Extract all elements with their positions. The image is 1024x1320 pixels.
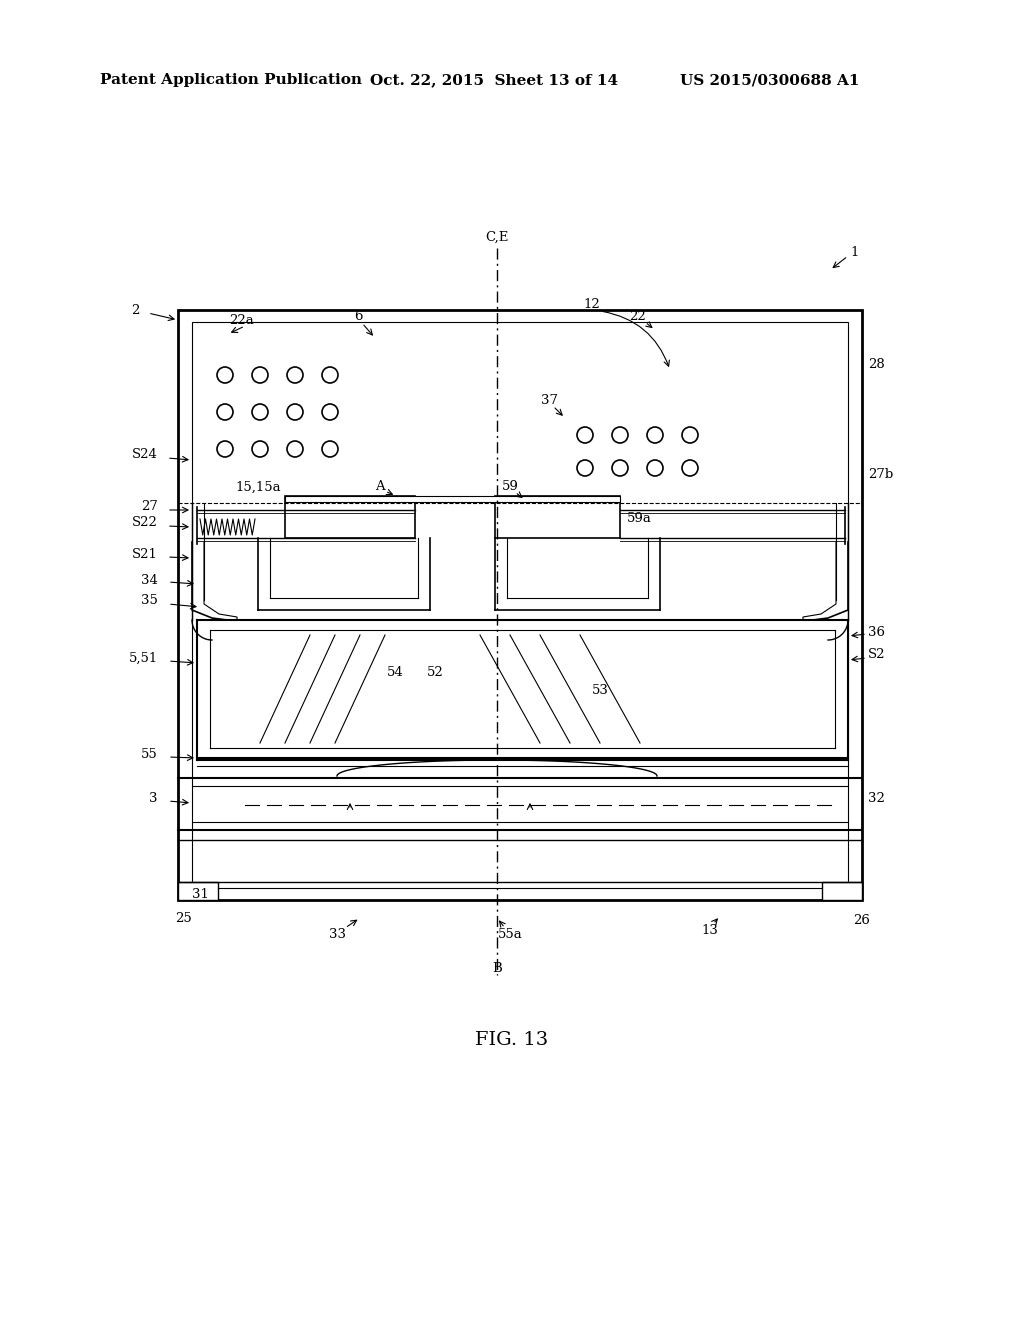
Text: 2: 2 (131, 304, 139, 317)
Text: 33: 33 (330, 928, 346, 940)
Text: 54: 54 (387, 665, 403, 678)
Bar (822, 882, 862, 900)
Text: FIG. 13: FIG. 13 (475, 1031, 549, 1049)
Bar (495, 496, 620, 539)
Text: 37: 37 (541, 393, 557, 407)
Text: 31: 31 (191, 887, 209, 900)
Text: B: B (493, 961, 502, 974)
Text: 5,51: 5,51 (129, 652, 158, 664)
Text: S22: S22 (132, 516, 158, 529)
Text: 12: 12 (584, 298, 600, 312)
Text: 32: 32 (868, 792, 885, 804)
Text: US 2015/0300688 A1: US 2015/0300688 A1 (680, 73, 859, 87)
Text: 35: 35 (141, 594, 158, 606)
Text: 22a: 22a (229, 314, 254, 326)
Text: 28: 28 (868, 359, 885, 371)
Text: 13: 13 (701, 924, 719, 936)
Bar (193, 322, 848, 888)
Text: 36: 36 (868, 626, 885, 639)
Text: 55a: 55a (498, 928, 522, 940)
Text: 3: 3 (150, 792, 158, 804)
Text: 6: 6 (353, 310, 362, 323)
Text: S24: S24 (132, 449, 158, 462)
Text: 34: 34 (141, 573, 158, 586)
Bar (285, 496, 415, 539)
Text: 59a: 59a (627, 512, 652, 525)
Text: A: A (375, 480, 385, 494)
Text: 55: 55 (141, 747, 158, 760)
Text: 27b: 27b (868, 469, 893, 482)
Text: 53: 53 (592, 684, 608, 697)
Text: Oct. 22, 2015  Sheet 13 of 14: Oct. 22, 2015 Sheet 13 of 14 (370, 73, 618, 87)
Text: Patent Application Publication: Patent Application Publication (100, 73, 362, 87)
Text: S2: S2 (868, 648, 886, 661)
Text: 26: 26 (854, 913, 870, 927)
Bar (178, 882, 218, 900)
Text: C,E: C,E (485, 231, 509, 243)
Text: 27: 27 (141, 500, 158, 513)
Text: 25: 25 (175, 912, 191, 924)
Text: 22: 22 (630, 309, 646, 322)
Bar (285, 496, 620, 502)
Text: 1: 1 (850, 246, 858, 259)
Text: S21: S21 (132, 548, 158, 561)
Bar (178, 310, 862, 900)
Text: 15,15a: 15,15a (236, 480, 281, 494)
Text: 52: 52 (427, 665, 443, 678)
Text: 59: 59 (502, 480, 518, 494)
